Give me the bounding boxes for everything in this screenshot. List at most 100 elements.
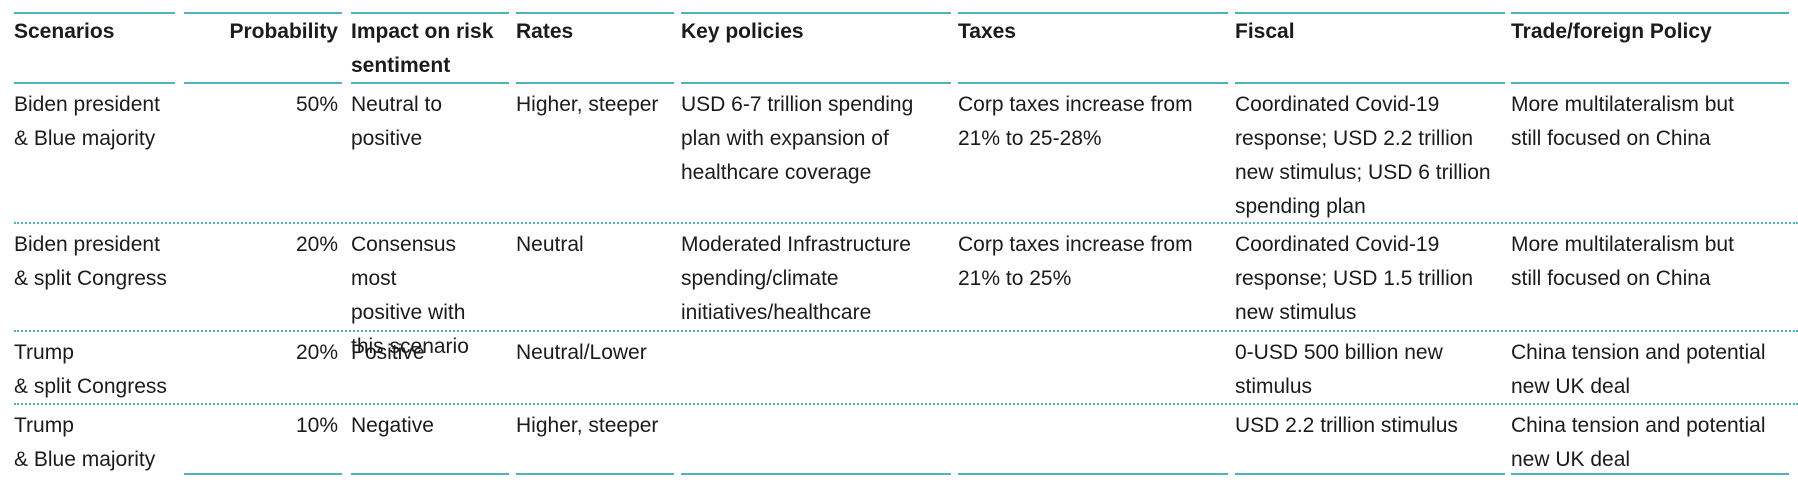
top-rule (1511, 12, 1789, 14)
taxes-line: Corp taxes increase from (958, 233, 1193, 256)
header-impact-line2: sentiment (351, 54, 451, 77)
rates-line: Higher, steeper (516, 93, 659, 116)
header-impact: Impact on risk sentiment (351, 15, 509, 83)
scenario-line: Trump (14, 341, 74, 364)
probability-cell: 10% (295, 414, 338, 437)
fiscal-line: response; USD 2.2 trillion (1235, 127, 1474, 150)
top-rule (351, 12, 509, 14)
header-rule (1511, 82, 1789, 84)
top-rule (14, 12, 175, 14)
trade-line: still focused on China (1511, 267, 1711, 290)
rates-cell: Higher, steeper (516, 88, 674, 122)
probability-cell: 50% (295, 93, 338, 116)
probability-cell: 20% (295, 341, 338, 364)
taxes-line: Corp taxes increase from (958, 93, 1193, 116)
header-rule (14, 82, 175, 84)
policy-line: healthcare coverage (681, 161, 872, 184)
header-probability: Probability (229, 20, 338, 43)
header-rates: Rates (516, 20, 574, 43)
header-taxes: Taxes (958, 20, 1016, 43)
bottom-rule (681, 473, 951, 475)
taxes-line: 21% to 25-28% (958, 127, 1102, 150)
rates-line: Neutral (516, 233, 584, 256)
trade-line: China tension and potential (1511, 341, 1766, 364)
scenario-line: & Blue majority (14, 448, 156, 471)
trade-line: still focused on China (1511, 127, 1711, 150)
probability-cell: 20% (295, 233, 338, 256)
header-rule (351, 82, 509, 84)
impact-cell: Negative (351, 409, 509, 443)
fiscal-line: response; USD 1.5 trillion (1235, 267, 1474, 290)
header-rule (681, 82, 951, 84)
fiscal-cell: 0-USD 500 billion new stimulus (1235, 336, 1505, 404)
scenario-cell: Trump & split Congress (14, 336, 194, 404)
fiscal-line: stimulus (1235, 375, 1313, 398)
trade-line: More multilateralism but (1511, 233, 1734, 256)
policy-line: USD 6-7 trillion spending (681, 93, 914, 116)
policy-line: plan with expansion of (681, 127, 889, 150)
top-rule (1235, 12, 1505, 14)
impact-line: Positive (351, 341, 425, 364)
trade-cell: More multilateralism but still focused o… (1511, 228, 1798, 296)
fiscal-line: 0-USD 500 billion new (1235, 341, 1443, 364)
key-policies-cell: Moderated Infrastructure spending/climat… (681, 228, 951, 330)
scenario-line: Trump (14, 414, 74, 437)
top-rule (958, 12, 1228, 14)
header-rule (1235, 82, 1505, 84)
bottom-rule (516, 473, 674, 475)
fiscal-cell: Coordinated Covid-19 response; USD 1.5 t… (1235, 228, 1505, 330)
row-divider (14, 330, 1798, 332)
top-rule (681, 12, 951, 14)
header-impact-line1: Impact on risk (351, 20, 494, 43)
scenario-line: Biden president (14, 233, 160, 256)
fiscal-cell: Coordinated Covid-19 response; USD 2.2 t… (1235, 88, 1505, 224)
impact-line: Neutral to (351, 93, 443, 116)
header-key-policies: Key policies (681, 20, 804, 43)
rates-line: Higher, steeper (516, 414, 659, 437)
header-rule (958, 82, 1228, 84)
trade-line: More multilateralism but (1511, 93, 1734, 116)
top-rule (516, 12, 674, 14)
impact-line: Negative (351, 414, 434, 437)
bottom-rule (351, 473, 509, 475)
trade-cell: More multilateralism but still focused o… (1511, 88, 1798, 156)
scenario-line: & split Congress (14, 375, 167, 398)
impact-cell: Positive (351, 336, 509, 370)
fiscal-cell: USD 2.2 trillion stimulus (1235, 409, 1505, 443)
row-divider (14, 222, 1798, 224)
header-fiscal: Fiscal (1235, 20, 1295, 43)
policy-line: initiatives/healthcare (681, 301, 872, 324)
header-scenarios: Scenarios (14, 20, 115, 43)
header-rule (184, 82, 342, 84)
taxes-cell: Corp taxes increase from 21% to 25-28% (958, 88, 1228, 156)
header-trade: Trade/foreign Policy (1511, 20, 1712, 43)
bottom-rule (184, 473, 342, 475)
top-rule (184, 12, 342, 14)
trade-line: new UK deal (1511, 375, 1631, 398)
bottom-rule (1235, 473, 1505, 475)
impact-line: positive with (351, 301, 466, 324)
rates-line: Neutral/Lower (516, 341, 647, 364)
taxes-cell: Corp taxes increase from 21% to 25% (958, 228, 1228, 296)
taxes-line: 21% to 25% (958, 267, 1072, 290)
impact-cell: Consensus most positive with this scenar… (351, 228, 509, 364)
policy-line: spending/climate (681, 267, 839, 290)
trade-line: new UK deal (1511, 448, 1631, 471)
rates-cell: Neutral/Lower (516, 336, 674, 370)
scenario-cell: Trump & Blue majority (14, 409, 194, 477)
fiscal-line: Coordinated Covid-19 (1235, 93, 1440, 116)
key-policies-cell: USD 6-7 trillion spending plan with expa… (681, 88, 951, 190)
impact-line: this scenario (351, 335, 469, 358)
scenario-line: Biden president (14, 93, 160, 116)
scenario-cell: Biden president & split Congress (14, 228, 194, 296)
row-divider (14, 403, 1798, 405)
fiscal-line: USD 2.2 trillion stimulus (1235, 414, 1458, 437)
bottom-rule (958, 473, 1228, 475)
scenario-cell: Biden president & Blue majority (14, 88, 194, 156)
bottom-rule (1511, 473, 1789, 475)
fiscal-line: Coordinated Covid-19 (1235, 233, 1440, 256)
rates-cell: Neutral (516, 228, 674, 262)
trade-cell: China tension and potential new UK deal (1511, 409, 1798, 477)
impact-line: Consensus most (351, 233, 457, 290)
scenario-line: & split Congress (14, 267, 167, 290)
